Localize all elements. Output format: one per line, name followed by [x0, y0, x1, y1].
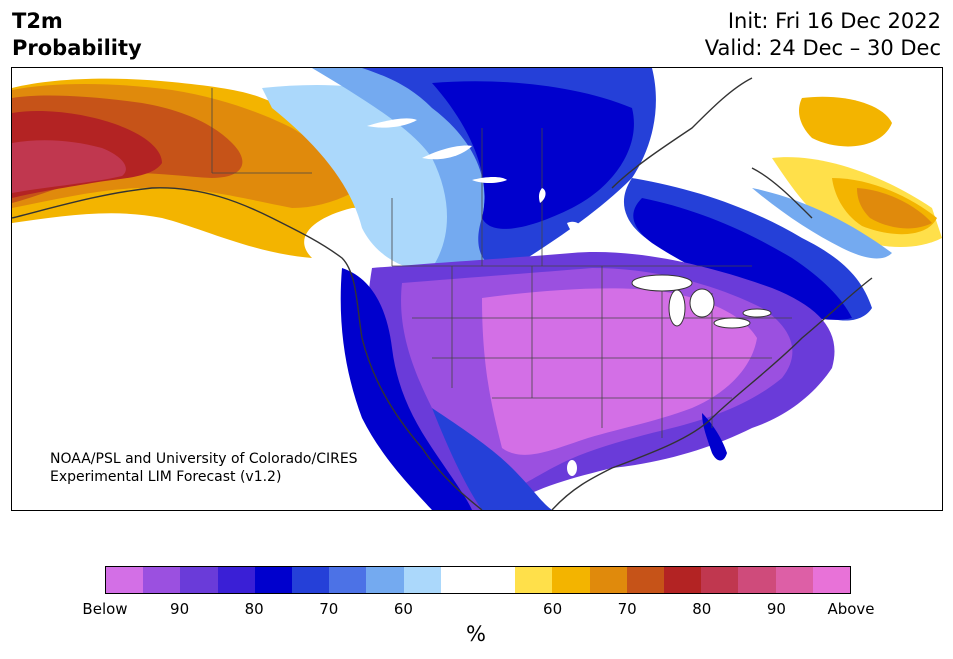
title-line-1: T2m: [12, 9, 63, 33]
texas-lake: [567, 460, 577, 476]
color-scale-swatch: [254, 567, 293, 593]
eastern-light-blue: [752, 188, 892, 259]
color-scale-swatch: [106, 567, 144, 593]
color-scale-swatch: [143, 567, 181, 593]
init-date: Init: Fri 16 Dec 2022: [727, 9, 941, 33]
map-canvas: [12, 68, 942, 510]
labrador-yellow: [799, 96, 892, 147]
color-scale-swatch: [664, 567, 702, 593]
great-lakes: [631, 274, 772, 329]
color-scale-swatch: [515, 567, 553, 593]
color-scale-tick-label: 60: [393, 600, 413, 618]
color-scale-unit: %: [466, 622, 486, 646]
title-line-2: Probability: [12, 36, 142, 60]
quebec-dark-orange: [857, 188, 932, 229]
color-scale-bar: [105, 566, 851, 594]
color-scale-swatch: [552, 567, 590, 593]
canada-deep-blue: [432, 81, 634, 229]
color-scale-tick-label: Below: [82, 600, 128, 618]
color-scale-swatch: [440, 567, 479, 593]
color-scale-ticks: Below 90 80 70 60 60 70 80 90 Above: [82, 600, 874, 620]
color-scale-swatch: [403, 567, 441, 593]
color-scale-swatch: [812, 567, 851, 593]
west-coast-blue: [340, 268, 472, 510]
color-scale-tick-label: Above: [827, 600, 875, 618]
valid-range: Valid: 24 Dec – 30 Dec: [704, 36, 941, 60]
color-scale-tick-label: 80: [692, 600, 712, 618]
color-scale-swatch: [292, 567, 330, 593]
color-scale-tick-label: 70: [319, 600, 339, 618]
color-scale-swatch: [180, 567, 218, 593]
color-scale-swatch: [478, 567, 516, 593]
color-scale-swatch: [589, 567, 627, 593]
color-scale-tick-label: 90: [170, 600, 190, 618]
probability-map: NOAA/PSL and University of Colorado/CIRE…: [11, 67, 943, 511]
eastern-deep-blue: [633, 198, 852, 320]
florida-blue: [702, 413, 727, 461]
credit-line-1: NOAA/PSL and University of Colorado/CIRE…: [50, 451, 358, 467]
color-scale-swatch: [217, 567, 255, 593]
color-scale-tick-label: 80: [244, 600, 264, 618]
us-violet: [482, 288, 757, 455]
color-scale-swatch: [329, 567, 367, 593]
color-scale-tick-label: 70: [617, 600, 637, 618]
forecast-dates: Init: Fri 16 Dec 2022 Valid: 24 Dec – 30…: [705, 8, 941, 62]
color-scale-swatch: [775, 567, 813, 593]
canadian-lakes: [367, 118, 592, 243]
color-scale-swatch: [701, 567, 739, 593]
color-scale-swatch: [626, 567, 665, 593]
color-scale-swatch: [366, 567, 404, 593]
credit-line-2: Experimental LIM Forecast (v1.2): [50, 469, 282, 485]
color-scale-swatch: [738, 567, 776, 593]
color-scale-tick-label: 90: [766, 600, 786, 618]
map-title: T2m Probability: [12, 8, 142, 62]
map-credit: NOAA/PSL and University of Colorado/CIRE…: [50, 450, 358, 486]
coastlines: [12, 77, 873, 510]
color-scale-tick-label: 60: [543, 600, 563, 618]
mexico-blue: [432, 408, 552, 510]
alaska-crimson: [12, 140, 126, 193]
